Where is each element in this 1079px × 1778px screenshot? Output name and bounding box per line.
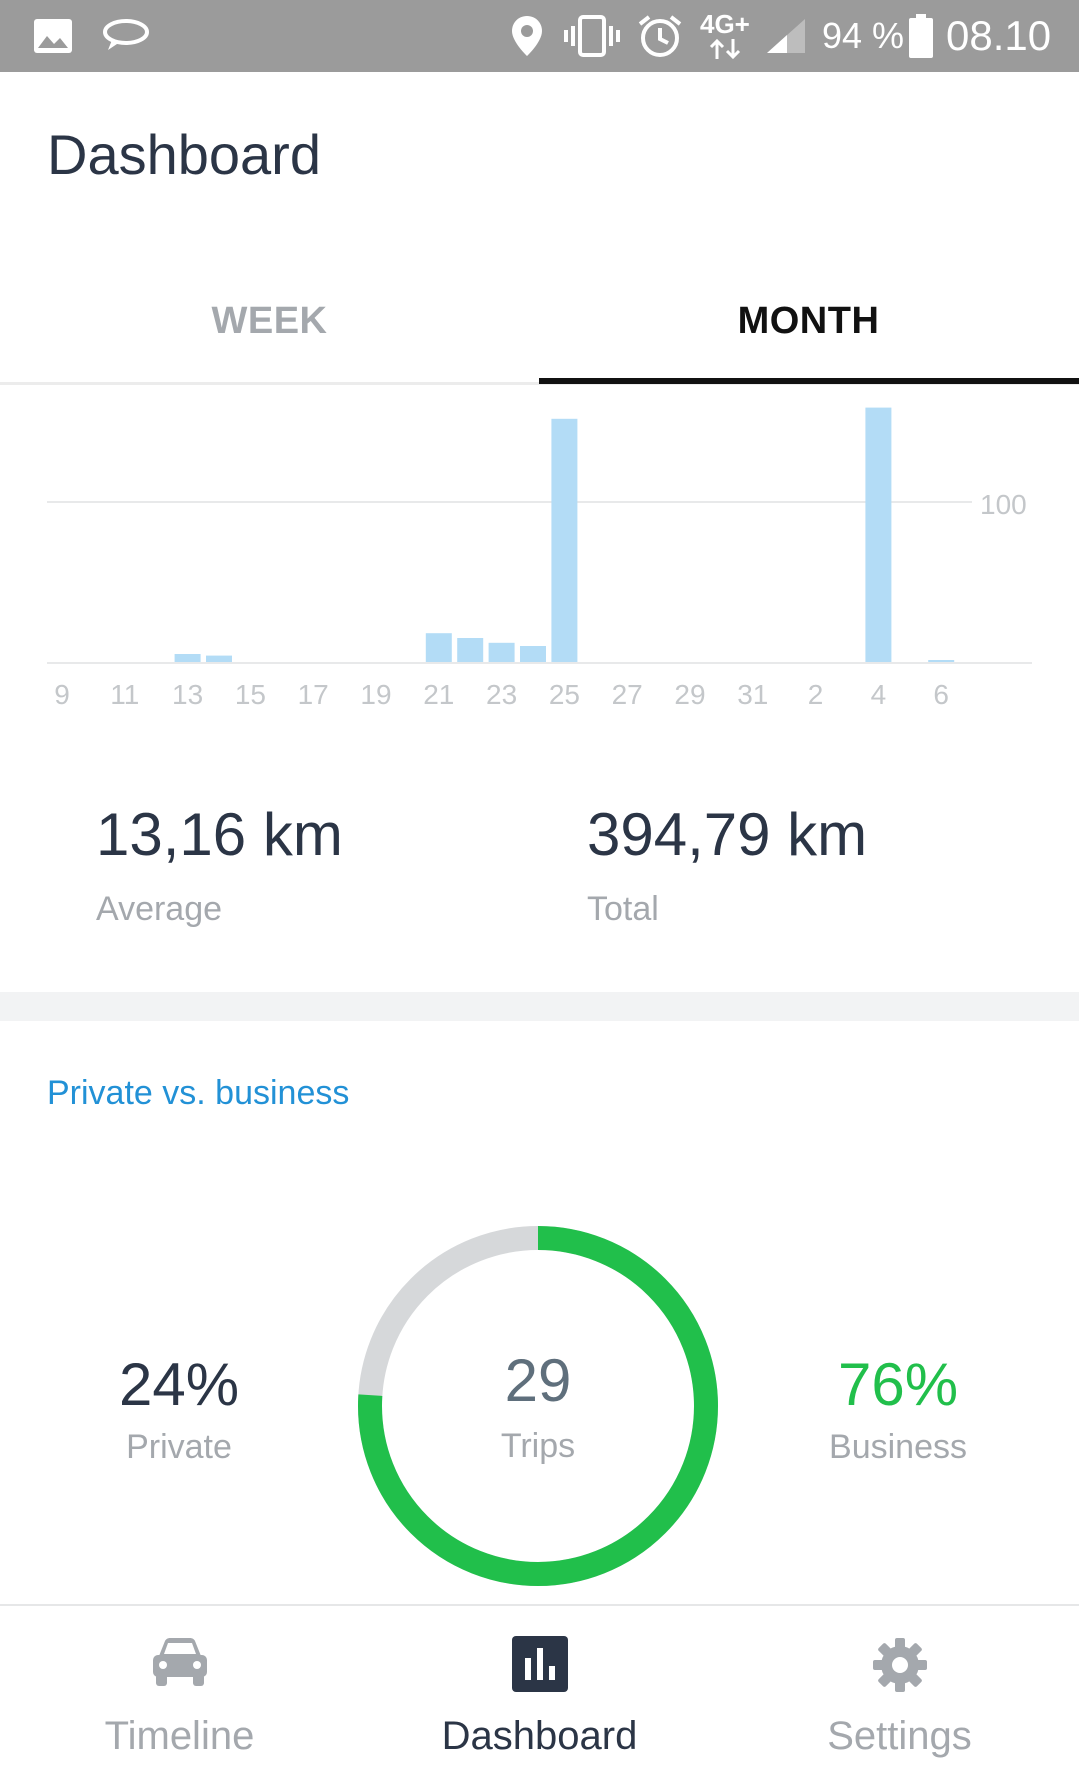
- nav-dashboard[interactable]: Dashboard: [360, 1606, 719, 1778]
- vibrate-icon: [563, 0, 621, 72]
- nav-settings-label: Settings: [827, 1714, 972, 1758]
- chart-bar: [206, 655, 232, 662]
- x-tick-label: 15: [235, 679, 266, 710]
- status-bar: 4G+ 94 % 08.10: [0, 0, 1079, 72]
- total-distance-label: Total: [587, 890, 659, 928]
- x-tick-label: 29: [674, 679, 705, 710]
- x-tick-label: 17: [298, 679, 329, 710]
- bar-chart-icon: [511, 1636, 568, 1697]
- average-distance-value: 13,16 km: [96, 801, 343, 868]
- business-percentage: 76%: [837, 1351, 959, 1418]
- chart-bar: [174, 654, 201, 662]
- chart-bar: [928, 660, 955, 662]
- chart-bar: [520, 646, 546, 662]
- x-tick-label: 2: [808, 679, 824, 710]
- nav-timeline[interactable]: Timeline: [0, 1606, 359, 1778]
- distance-bar-chart: 100 9 11 13 15 17 19 21 23 25 27 29 31 2 4 6: [0, 388, 1079, 718]
- tab-month[interactable]: MONTH: [737, 299, 880, 342]
- private-label: Private: [126, 1428, 232, 1466]
- chat-bubble-icon: [102, 0, 150, 72]
- data-transfer-icon: [709, 38, 740, 60]
- car-icon: [151, 1636, 209, 1693]
- average-distance-label: Average: [96, 890, 223, 928]
- battery-icon: [908, 0, 934, 72]
- tab-week[interactable]: WEEK: [211, 299, 328, 342]
- chart-bar: [551, 418, 578, 662]
- business-share-ring: [358, 1226, 718, 1586]
- total-distance-value: 394,79 km: [587, 801, 868, 868]
- page-title: Dashboard: [47, 123, 321, 186]
- bottom-navigation: Timeline Dashboard Settings: [0, 1604, 1079, 1778]
- reference-value-label: 100: [980, 489, 1027, 520]
- x-tick-label: 11: [110, 679, 139, 710]
- gear-icon: [871, 1636, 929, 1699]
- gallery-notification-icon: [33, 0, 73, 72]
- battery-percentage: 94 %: [822, 15, 905, 56]
- clock: 08.10: [946, 12, 1052, 59]
- trips-count: 29: [504, 1347, 572, 1414]
- nav-settings[interactable]: Settings: [720, 1606, 1079, 1778]
- selected-tab-indicator: [539, 378, 1079, 384]
- x-tick-label: 4: [871, 679, 887, 710]
- trips-donut-chart: [358, 1226, 718, 1586]
- private-vs-business-title: Private vs. business: [47, 1074, 350, 1112]
- x-tick-label: 23: [486, 679, 517, 710]
- nav-timeline-label: Timeline: [104, 1714, 255, 1758]
- x-tick-label: 9: [54, 679, 70, 710]
- location-icon: [510, 0, 544, 72]
- signal-icon: [765, 0, 807, 72]
- x-tick-label: 31: [737, 679, 768, 710]
- private-percentage: 24%: [118, 1351, 240, 1418]
- x-tick-label: 25: [549, 679, 580, 710]
- network-indicator: 4G+: [700, 0, 750, 72]
- chart-bar: [425, 633, 452, 662]
- chart-bar: [457, 638, 484, 662]
- chart-canvas: 100 9 11 13 15 17 19 21 23 25 27 29 31 2 4 6: [47, 407, 1032, 710]
- x-tick-label: 13: [172, 679, 203, 710]
- x-tick-label: 21: [423, 679, 454, 710]
- section-divider: [0, 992, 1079, 1021]
- nav-dashboard-label: Dashboard: [441, 1714, 638, 1758]
- x-tick-label: 6: [933, 679, 949, 710]
- x-tick-label: 27: [612, 679, 643, 710]
- trips-label: Trips: [500, 1427, 576, 1465]
- period-tabs: WEEK MONTH: [0, 260, 1079, 385]
- alarm-icon: [637, 0, 683, 72]
- network-type-label: 4G+: [700, 9, 750, 39]
- x-tick-label: 19: [360, 679, 391, 710]
- business-label: Business: [829, 1428, 967, 1466]
- chart-bar: [488, 642, 515, 662]
- chart-bar: [865, 407, 892, 662]
